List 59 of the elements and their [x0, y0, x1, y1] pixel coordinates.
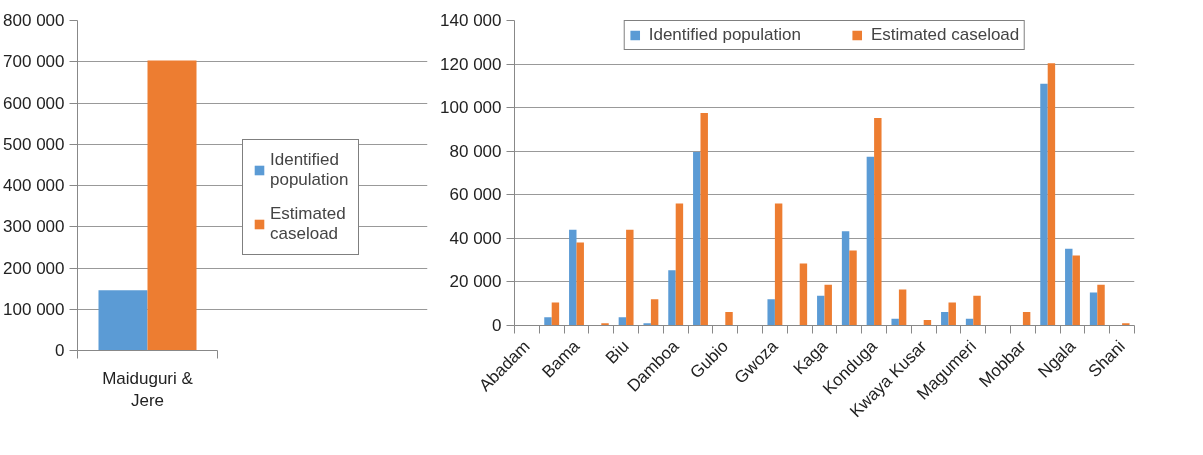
bar	[874, 118, 882, 326]
bar	[898, 289, 907, 326]
y-tick-label: 0	[492, 316, 502, 335]
bar	[1072, 255, 1080, 326]
x-tick-label: Biu	[602, 336, 633, 368]
bar	[767, 299, 775, 326]
bar	[725, 311, 733, 326]
y-tick-label: 40 000	[449, 228, 502, 248]
bar	[693, 152, 701, 326]
bar	[891, 318, 899, 326]
bar	[774, 203, 783, 326]
y-tick-label: 500 000	[3, 134, 65, 154]
bar	[973, 295, 981, 326]
bar	[1065, 248, 1073, 326]
y-tick-label: 700 000	[3, 52, 65, 72]
y-tick-label: 200 000	[3, 258, 65, 278]
y-tick-label: 300 000	[3, 217, 65, 237]
bar	[799, 263, 808, 326]
bar	[668, 270, 676, 326]
bar	[1122, 323, 1130, 326]
bar	[1089, 292, 1098, 326]
bar	[544, 317, 552, 326]
bar	[866, 156, 875, 326]
legend-label: Identified population	[648, 25, 801, 45]
bar	[643, 323, 651, 326]
y-tick-label: 60 000	[449, 185, 502, 205]
x-tick-label: Maiduguri & Jere	[102, 368, 194, 411]
bar	[817, 295, 825, 326]
legend-label: Estimated caseload	[870, 25, 1020, 45]
bar	[569, 229, 577, 326]
bar	[1022, 311, 1031, 326]
bar	[601, 323, 609, 326]
bar	[948, 302, 956, 326]
y-tick-label: 100 000	[3, 299, 65, 319]
y-tick-label: 20 000	[449, 272, 502, 292]
bar	[675, 203, 684, 326]
bar	[626, 229, 634, 326]
bar	[941, 311, 949, 326]
bar	[650, 299, 659, 326]
bar	[849, 250, 857, 326]
y-tick-label: 80 000	[449, 141, 502, 161]
bar	[841, 231, 850, 326]
legend-label: Estimated caseload	[270, 204, 346, 244]
y-tick-label: 400 000	[3, 176, 65, 195]
bar	[1047, 63, 1056, 326]
y-tick-label: 100 000	[440, 98, 502, 118]
legend-label: Identified population	[270, 150, 349, 190]
bar	[824, 284, 832, 326]
y-tick-label: 120 000	[440, 54, 502, 74]
bar	[576, 242, 584, 326]
bar	[700, 113, 708, 326]
bar	[1040, 83, 1048, 326]
y-tick-label: 800 000	[3, 11, 65, 30]
y-tick-label: 140 000	[440, 11, 502, 30]
bar	[551, 302, 560, 326]
bar	[1097, 284, 1105, 326]
y-tick-label: 0	[55, 341, 65, 360]
y-tick-label: 600 000	[3, 93, 65, 113]
bar	[618, 317, 627, 326]
